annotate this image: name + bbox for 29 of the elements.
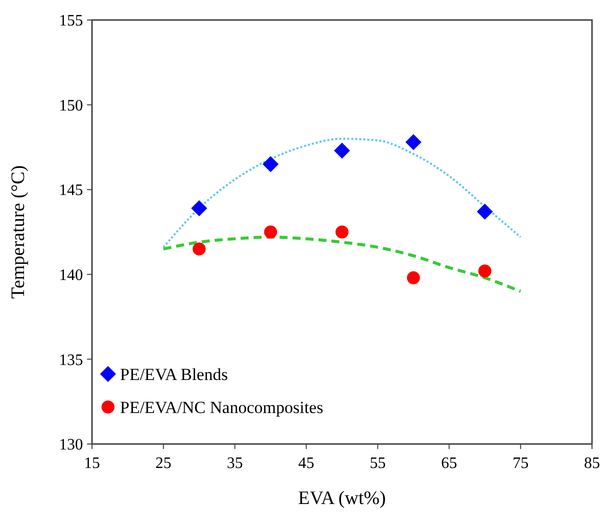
x-tick-label: 85 (584, 455, 600, 472)
x-tick-label: 25 (155, 455, 172, 472)
y-axis-title: Temperature (°C) (8, 165, 29, 299)
point (264, 226, 278, 238)
legend-label: PE/EVA/NC Nanocomposites (120, 398, 324, 417)
point (191, 200, 208, 216)
y-tick-label: 145 (59, 182, 83, 200)
x-axis-title: EVA (wt%) (298, 488, 386, 509)
point (334, 142, 350, 159)
x-tick-label: 75 (512, 455, 529, 472)
x-tick-label: 15 (84, 455, 100, 472)
line-series (162, 138, 522, 248)
y-tick-label: 130 (59, 436, 83, 454)
point (262, 156, 279, 172)
point (405, 134, 422, 150)
x-tick-label: 55 (370, 455, 386, 472)
point (478, 264, 492, 278)
x-tick-label: 45 (298, 455, 314, 472)
point (192, 242, 206, 256)
y-tick-label: 155 (59, 12, 83, 30)
y-tick-label: 140 (59, 267, 83, 284)
point (476, 204, 493, 220)
legend-label: PE/EVA Blends (120, 364, 228, 384)
y-tick-label: 150 (59, 97, 83, 114)
x-tick-label: 65 (441, 455, 458, 472)
y-tick-label: 135 (59, 352, 83, 369)
point (406, 271, 420, 284)
x-tick-label: 35 (226, 455, 243, 472)
point (336, 226, 348, 238)
